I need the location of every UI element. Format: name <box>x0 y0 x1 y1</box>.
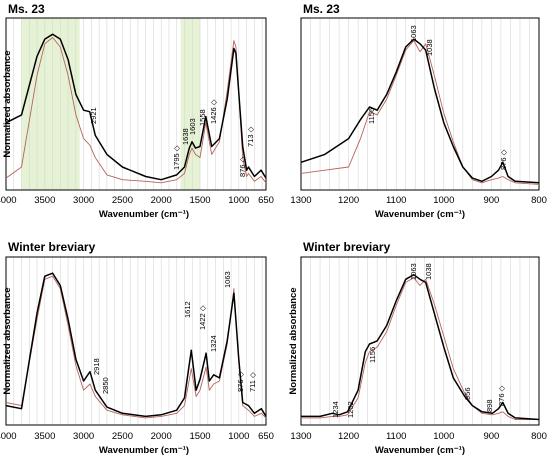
plot-frame <box>5 17 267 191</box>
peak-label: 1063 <box>223 271 232 288</box>
peak-label: 876 ◇ <box>497 384 506 406</box>
x-tick-label: 650 <box>258 431 274 442</box>
panel-winter-breviary-full: Winter breviary 4000 3500 3000 2500 2000… <box>0 240 274 456</box>
peak-label: 1638 <box>181 128 190 145</box>
x-axis-label: Wavenumber (cm⁻¹) <box>375 209 465 220</box>
panel-ms23-zoom: Ms. 23 1300 1200 1100 1000 900 800 Waven… <box>290 2 547 220</box>
peak-label: 956 <box>463 387 472 400</box>
plot-frame <box>300 17 540 191</box>
x-tick-label: 900 <box>483 431 499 442</box>
spectrum-line-sample <box>301 273 540 421</box>
peak-label: 876 ◇ <box>236 370 245 392</box>
chart-title: Winter breviary <box>8 240 96 254</box>
x-tick-label: 1200 <box>338 195 359 206</box>
spectrum-line-reference <box>300 40 540 185</box>
spectrum-line-sample <box>5 272 267 418</box>
x-tick-label: 2500 <box>112 431 133 442</box>
peak-label: 1234 <box>331 401 340 418</box>
x-tick-label: 900 <box>483 195 499 206</box>
x-tick-label: 1100 <box>386 195 406 206</box>
x-tick-label: 650 <box>258 195 274 206</box>
x-tick-label: 2000 <box>151 431 172 442</box>
panel-ms23-full: Ms. 23 4000 3500 3000 2500 2000 1500 100… <box>0 2 274 220</box>
x-axis-ticks: 4000 3500 3000 2500 2000 1500 1000 650 <box>0 195 274 206</box>
x-tick-label: 2000 <box>151 195 172 206</box>
peak-label: 1558 <box>198 109 207 126</box>
peak-label: 713 ◇ <box>246 125 255 147</box>
peak-label: 711 ◇ <box>248 371 257 392</box>
x-tick-label: 1300 <box>290 431 311 442</box>
x-tick-label: 1300 <box>290 195 311 206</box>
chart-title: Ms. 23 <box>303 2 340 16</box>
peak-annotations: 1234 1202 1156 1063 1038 956 898 876 ◇ <box>331 263 506 418</box>
x-tick-label: 800 <box>531 431 547 442</box>
x-axis-ticks: 4000 3500 3000 2500 2000 1500 1000 650 <box>0 431 274 442</box>
peak-label: 1063 <box>409 25 418 42</box>
chart-title: Ms. 23 <box>8 2 45 16</box>
plot-frame <box>5 256 267 426</box>
x-tick-label: 1000 <box>433 431 454 442</box>
peak-annotations: 1156 1063 1038 876 ◇ <box>367 25 508 170</box>
peak-label: 2921 <box>89 107 98 124</box>
peak-label: 1038 <box>425 39 434 56</box>
peak-label: 1156 <box>367 108 376 124</box>
x-tick-label: 3000 <box>73 431 94 442</box>
x-axis-ticks: 1300 1200 1100 1000 900 800 <box>290 195 547 206</box>
x-tick-label: 3500 <box>34 195 55 206</box>
peak-label: 1795 ◇ <box>172 144 181 170</box>
x-axis-label: Wavenumber (cm⁻¹) <box>99 445 189 456</box>
peak-label: 876 ◇ <box>238 155 247 177</box>
x-axis-label: Wavenumber (cm⁻¹) <box>99 209 189 220</box>
peak-label: 1603 <box>188 118 197 135</box>
peak-label: 1202 <box>346 401 355 418</box>
x-tick-label: 1000 <box>228 431 249 442</box>
spectrum-line-reference <box>301 277 539 420</box>
peak-annotations: 2921 1795 ◇ 1638 1603 1558 1426 ◇ 876 ◇ … <box>89 98 255 177</box>
grid-lines <box>13 257 263 425</box>
x-tick-label: 3000 <box>73 195 94 206</box>
x-tick-label: 3500 <box>34 431 55 442</box>
panel-winter-breviary-zoom: Winter breviary 1300 1200 1100 1000 900 … <box>288 240 547 456</box>
x-tick-label: 4000 <box>0 195 17 206</box>
peak-label: 1038 <box>424 263 433 280</box>
x-tick-label: 1000 <box>433 195 454 206</box>
peak-label: 1324 <box>209 335 218 352</box>
shaded-region-2 <box>180 18 201 190</box>
spectrum-line-sample <box>300 38 540 184</box>
x-tick-label: 1100 <box>386 431 406 442</box>
x-tick-label: 2500 <box>112 195 133 206</box>
peak-label: 898 <box>485 399 494 412</box>
x-tick-label: 1000 <box>228 195 249 206</box>
peak-label: 1612 <box>183 301 192 318</box>
chart-title: Winter breviary <box>303 240 391 254</box>
y-axis-label: Normalized absorbance <box>288 287 299 394</box>
peak-label: 1063 <box>409 263 418 280</box>
spectrum-line-sample <box>5 33 267 181</box>
peak-label: 1156 <box>368 347 377 363</box>
peak-annotations: 2918 2850 1612 1422 ◇ 1324 1063 876 ◇ 71… <box>92 271 257 394</box>
peak-label: 2850 <box>101 377 110 394</box>
grid-lines <box>310 257 530 425</box>
peak-label: 1422 ◇ <box>198 304 207 330</box>
x-axis-label: Wavenumber (cm⁻¹) <box>375 445 465 456</box>
x-tick-label: 800 <box>531 195 547 206</box>
peak-label: 2918 <box>92 358 101 375</box>
shaded-region-1 <box>21 18 80 190</box>
x-axis-ticks: 1300 1200 1100 1000 900 800 <box>290 431 547 442</box>
x-tick-label: 1500 <box>189 195 210 206</box>
y-axis-label: Normalized absorbance <box>2 50 13 157</box>
plot-frame <box>300 256 540 426</box>
x-tick-label: 1200 <box>338 431 359 442</box>
x-tick-label: 1500 <box>189 431 210 442</box>
y-axis-label: Normalized absorbance <box>2 287 13 394</box>
peak-label: 876 ◇ <box>499 148 508 170</box>
peak-label: 1426 ◇ <box>209 98 218 124</box>
x-tick-label: 4000 <box>0 431 17 442</box>
